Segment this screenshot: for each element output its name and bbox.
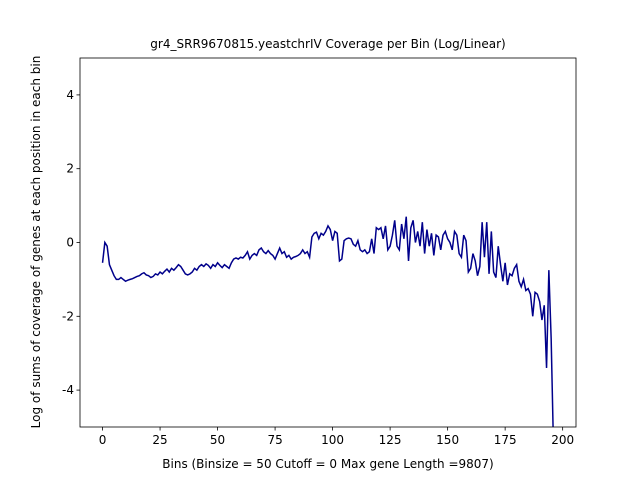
- y-tick-label: -2: [62, 309, 74, 323]
- y-tick-label: -4: [62, 383, 74, 397]
- x-tick-label: 150: [436, 433, 459, 447]
- x-tick-label: 0: [99, 433, 107, 447]
- x-tick-label: 125: [379, 433, 402, 447]
- x-tick-label: 50: [210, 433, 225, 447]
- y-axis-label: Log of sums of coverage of genes at each…: [29, 56, 43, 429]
- x-axis-label: Bins (Binsize = 50 Cutoff = 0 Max gene L…: [162, 457, 493, 471]
- x-tick-label: 100: [321, 433, 344, 447]
- data-line: [101, 216, 554, 427]
- plot-frame: [79, 57, 577, 428]
- y-tick-label: 0: [66, 236, 74, 250]
- chart-title: gr4_SRR9670815.yeastchrIV Coverage per B…: [150, 37, 505, 51]
- x-tick-label: 175: [494, 433, 517, 447]
- y-tick-label: 2: [66, 162, 74, 176]
- x-tick-label: 75: [267, 433, 282, 447]
- x-tick-label: 25: [152, 433, 167, 447]
- y-tick-label: 4: [66, 88, 74, 102]
- x-tick-label: 200: [551, 433, 574, 447]
